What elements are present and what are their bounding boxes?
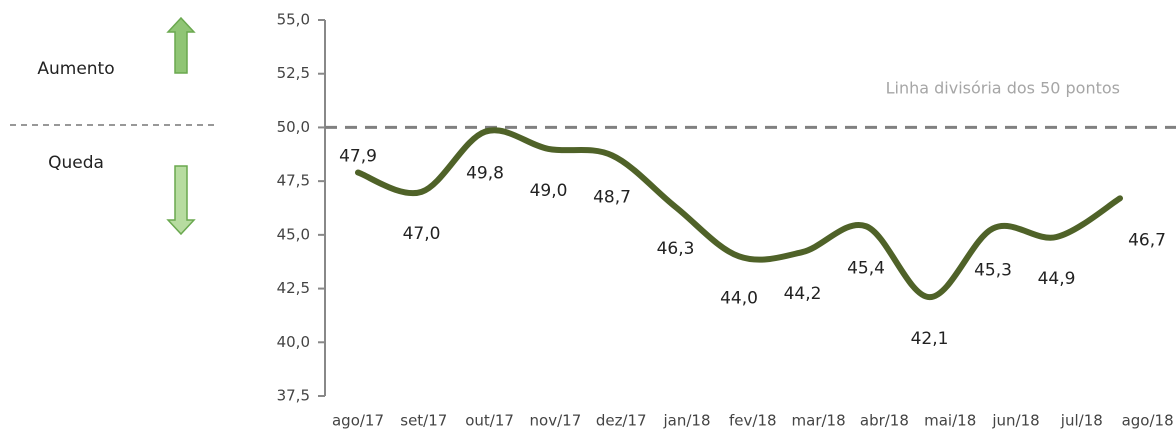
x-tick-label: mai/18 xyxy=(924,412,976,430)
x-tick-label: jan/18 xyxy=(662,412,710,430)
y-tick-label: 37,5 xyxy=(277,387,310,405)
reference-label: Linha divisória dos 50 pontos xyxy=(886,79,1120,98)
value-label: 49,0 xyxy=(530,181,568,201)
value-label: 46,7 xyxy=(1128,230,1166,250)
value-label: 44,0 xyxy=(720,288,758,308)
x-tick-label: jul/18 xyxy=(1060,412,1103,430)
value-label: 42,1 xyxy=(911,329,949,349)
y-tick-label: 42,5 xyxy=(277,279,310,297)
y-tick-label: 40,0 xyxy=(277,333,310,351)
value-label: 44,2 xyxy=(784,284,822,304)
value-label: 48,7 xyxy=(593,187,631,207)
y-tick-label: 55,0 xyxy=(277,11,310,29)
x-tick-label: set/17 xyxy=(400,412,447,430)
x-tick-label: mar/18 xyxy=(792,412,846,430)
value-label: 47,9 xyxy=(339,147,377,167)
x-tick-label: nov/17 xyxy=(530,412,582,430)
x-tick-label: ago/17 xyxy=(332,412,384,430)
value-label: 45,3 xyxy=(974,260,1012,280)
x-tick-label: ago/18 xyxy=(1122,412,1174,430)
value-label: 49,8 xyxy=(466,164,504,184)
x-tick-label: abr/18 xyxy=(860,412,909,430)
x-tick-label: fev/18 xyxy=(729,412,777,430)
x-tick-label: jun/18 xyxy=(991,412,1039,430)
value-label: 45,4 xyxy=(847,258,885,278)
y-tick-label: 47,5 xyxy=(277,172,310,190)
value-label: 47,0 xyxy=(403,224,441,244)
down-arrow xyxy=(166,165,196,236)
value-label: 46,3 xyxy=(657,239,695,259)
y-tick-label: 50,0 xyxy=(277,118,310,136)
y-tick-label: 52,5 xyxy=(277,64,310,82)
value-label: 44,9 xyxy=(1038,269,1076,289)
legend-down: Queda xyxy=(48,153,104,173)
y-tick-label: 45,0 xyxy=(277,225,310,243)
legend-up: Aumento xyxy=(37,59,114,79)
x-tick-label: out/17 xyxy=(465,412,514,430)
series-line xyxy=(355,127,1123,301)
x-tick-label: dez/17 xyxy=(596,412,647,430)
up-arrow xyxy=(166,16,196,74)
